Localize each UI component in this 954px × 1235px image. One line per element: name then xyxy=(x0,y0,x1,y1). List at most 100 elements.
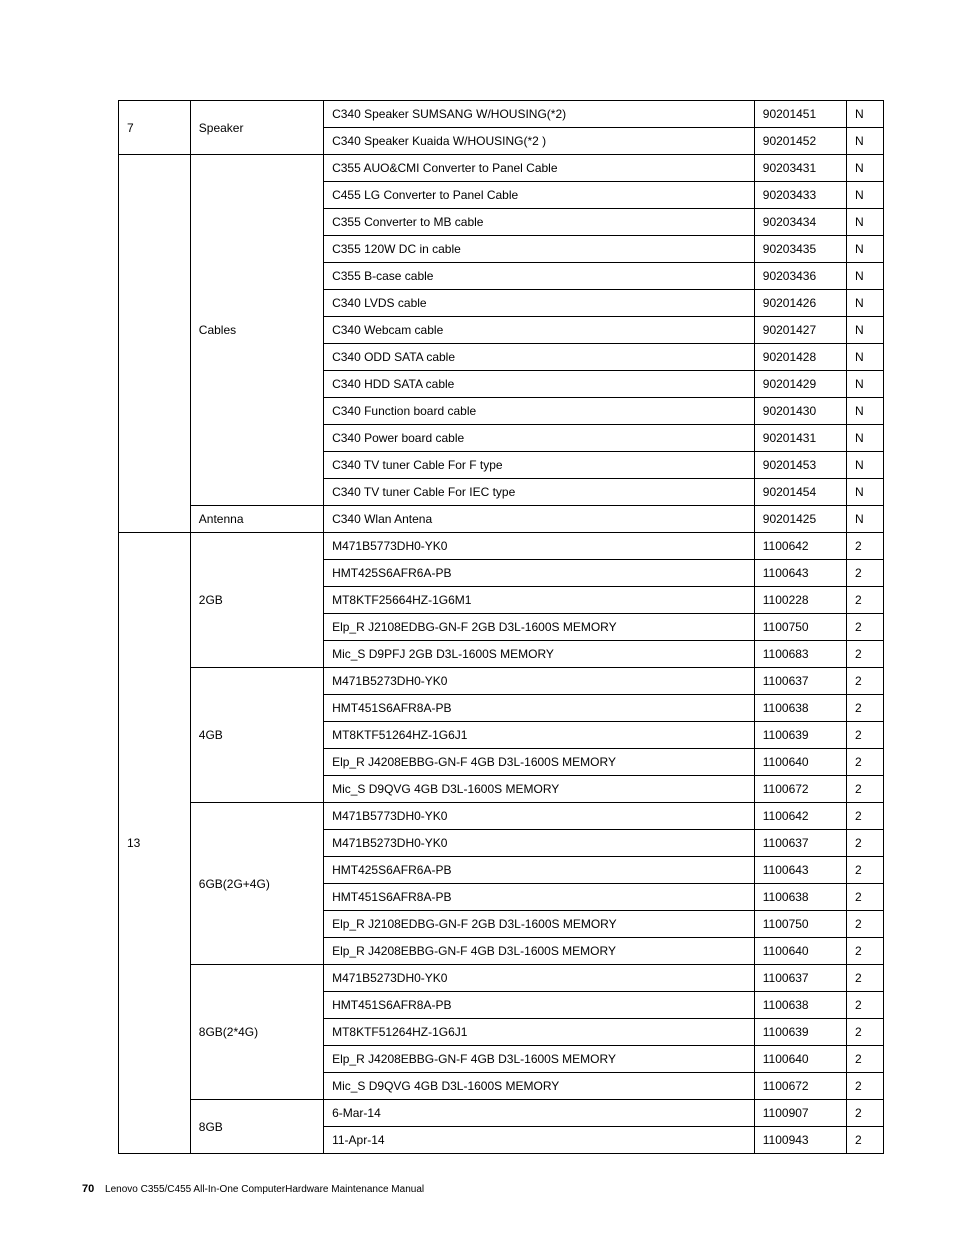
cell-partno: 90201453 xyxy=(754,452,846,479)
cell-cru: N xyxy=(847,263,884,290)
cell-description: HMT451S6AFR8A-PB xyxy=(324,992,755,1019)
cell-partno: 90201431 xyxy=(754,425,846,452)
cell-description: C355 Converter to MB cable xyxy=(324,209,755,236)
cell-description: C340 TV tuner Cable For IEC type xyxy=(324,479,755,506)
cell-description: MT8KTF25664HZ-1G6M1 xyxy=(324,587,755,614)
table-row: 8GB6-Mar-1411009072 xyxy=(119,1100,884,1127)
cell-description: Mic_S D9QVG 4GB D3L-1600S MEMORY xyxy=(324,776,755,803)
cell-no: 7 xyxy=(119,101,191,155)
table-row: 4GBM471B5273DH0-YK011006372 xyxy=(119,668,884,695)
cell-description: HMT451S6AFR8A-PB xyxy=(324,695,755,722)
cell-partno: 1100683 xyxy=(754,641,846,668)
cell-category: 6GB(2G+4G) xyxy=(190,803,323,965)
cell-cru: 2 xyxy=(847,911,884,938)
page-footer: 70 Lenovo C355/C455 All-In-One ComputerH… xyxy=(82,1183,424,1195)
cell-partno: 1100639 xyxy=(754,1019,846,1046)
cell-partno: 90201426 xyxy=(754,290,846,317)
table-row: 6GB(2G+4G)M471B5773DH0-YK011006422 xyxy=(119,803,884,830)
cell-cru: N xyxy=(847,506,884,533)
cell-description: C340 HDD SATA cable xyxy=(324,371,755,398)
cell-partno: 1100640 xyxy=(754,1046,846,1073)
cell-partno: 90201427 xyxy=(754,317,846,344)
cell-description: Elp_R J2108EDBG-GN-F 2GB D3L-1600S MEMOR… xyxy=(324,911,755,938)
cell-description: C340 Speaker Kuaida W/HOUSING(*2 ) xyxy=(324,128,755,155)
cell-description: HMT425S6AFR6A-PB xyxy=(324,857,755,884)
footer-text: Lenovo C355/C455 All-In-One ComputerHard… xyxy=(105,1184,424,1195)
cell-cru: 2 xyxy=(847,857,884,884)
cell-description: C340 Power board cable xyxy=(324,425,755,452)
cell-description: Elp_R J4208EBBG-GN-F 4GB D3L-1600S MEMOR… xyxy=(324,938,755,965)
cell-cru: 2 xyxy=(847,641,884,668)
cell-no: 13 xyxy=(119,533,191,1154)
cell-partno: 1100638 xyxy=(754,884,846,911)
cell-description: C455 LG Converter to Panel Cable xyxy=(324,182,755,209)
cell-partno: 1100637 xyxy=(754,965,846,992)
cell-partno: 90203431 xyxy=(754,155,846,182)
cell-description: HMT425S6AFR6A-PB xyxy=(324,560,755,587)
cell-partno: 1100907 xyxy=(754,1100,846,1127)
cell-cru: 2 xyxy=(847,533,884,560)
cell-cru: 2 xyxy=(847,749,884,776)
cell-description: C340 TV tuner Cable For F type xyxy=(324,452,755,479)
cell-category: 2GB xyxy=(190,533,323,668)
cell-cru: N xyxy=(847,155,884,182)
cell-description: C340 Webcam cable xyxy=(324,317,755,344)
cell-description: C340 ODD SATA cable xyxy=(324,344,755,371)
cell-partno: 90203436 xyxy=(754,263,846,290)
cell-description: HMT451S6AFR8A-PB xyxy=(324,884,755,911)
cell-description: C355 120W DC in cable xyxy=(324,236,755,263)
table-row: CablesC355 AUO&CMI Converter to Panel Ca… xyxy=(119,155,884,182)
cell-description: M471B5773DH0-YK0 xyxy=(324,533,755,560)
cell-partno: 1100943 xyxy=(754,1127,846,1154)
cell-cru: 2 xyxy=(847,614,884,641)
cell-partno: 1100643 xyxy=(754,560,846,587)
cell-partno: 90201425 xyxy=(754,506,846,533)
cell-cru: N xyxy=(847,182,884,209)
cell-partno: 90203435 xyxy=(754,236,846,263)
cell-cru: 2 xyxy=(847,560,884,587)
cell-partno: 1100638 xyxy=(754,695,846,722)
cell-cru: N xyxy=(847,344,884,371)
cell-description: M471B5273DH0-YK0 xyxy=(324,965,755,992)
cell-partno: 90201428 xyxy=(754,344,846,371)
cell-cru: N xyxy=(847,452,884,479)
cell-description: Elp_R J2108EDBG-GN-F 2GB D3L-1600S MEMOR… xyxy=(324,614,755,641)
cell-cru: 2 xyxy=(847,1073,884,1100)
page-number: 70 xyxy=(82,1183,94,1195)
cell-description: M471B5773DH0-YK0 xyxy=(324,803,755,830)
cell-cru: 2 xyxy=(847,1046,884,1073)
cell-partno: 90201454 xyxy=(754,479,846,506)
cell-partno: 1100750 xyxy=(754,911,846,938)
cell-category: Cables xyxy=(190,155,323,506)
cell-description: C355 B-case cable xyxy=(324,263,755,290)
cell-description: Elp_R J4208EBBG-GN-F 4GB D3L-1600S MEMOR… xyxy=(324,1046,755,1073)
cell-description: MT8KTF51264HZ-1G6J1 xyxy=(324,722,755,749)
cell-cru: 2 xyxy=(847,938,884,965)
cell-cru: N xyxy=(847,317,884,344)
cell-partno: 90201430 xyxy=(754,398,846,425)
cell-description: C340 Wlan Antena xyxy=(324,506,755,533)
cell-category: 4GB xyxy=(190,668,323,803)
parts-table: 7SpeakerC340 Speaker SUMSANG W/HOUSING(*… xyxy=(118,100,884,1154)
cell-description: M471B5273DH0-YK0 xyxy=(324,668,755,695)
cell-partno: 1100637 xyxy=(754,668,846,695)
cell-description: C340 Speaker SUMSANG W/HOUSING(*2) xyxy=(324,101,755,128)
cell-cru: 2 xyxy=(847,992,884,1019)
cell-cru: N xyxy=(847,128,884,155)
cell-partno: 1100638 xyxy=(754,992,846,1019)
cell-partno: 1100640 xyxy=(754,938,846,965)
cell-partno: 90201429 xyxy=(754,371,846,398)
cell-cru: N xyxy=(847,425,884,452)
cell-partno: 1100672 xyxy=(754,1073,846,1100)
cell-cru: 2 xyxy=(847,803,884,830)
cell-partno: 90203434 xyxy=(754,209,846,236)
cell-description: 6-Mar-14 xyxy=(324,1100,755,1127)
cell-description: 11-Apr-14 xyxy=(324,1127,755,1154)
cell-description: Mic_S D9PFJ 2GB D3L-1600S MEMORY xyxy=(324,641,755,668)
cell-description: Elp_R J4208EBBG-GN-F 4GB D3L-1600S MEMOR… xyxy=(324,749,755,776)
cell-partno: 1100637 xyxy=(754,830,846,857)
table-row: 7SpeakerC340 Speaker SUMSANG W/HOUSING(*… xyxy=(119,101,884,128)
cell-description: Mic_S D9QVG 4GB D3L-1600S MEMORY xyxy=(324,1073,755,1100)
cell-partno: 90201451 xyxy=(754,101,846,128)
table-row: 132GBM471B5773DH0-YK011006422 xyxy=(119,533,884,560)
